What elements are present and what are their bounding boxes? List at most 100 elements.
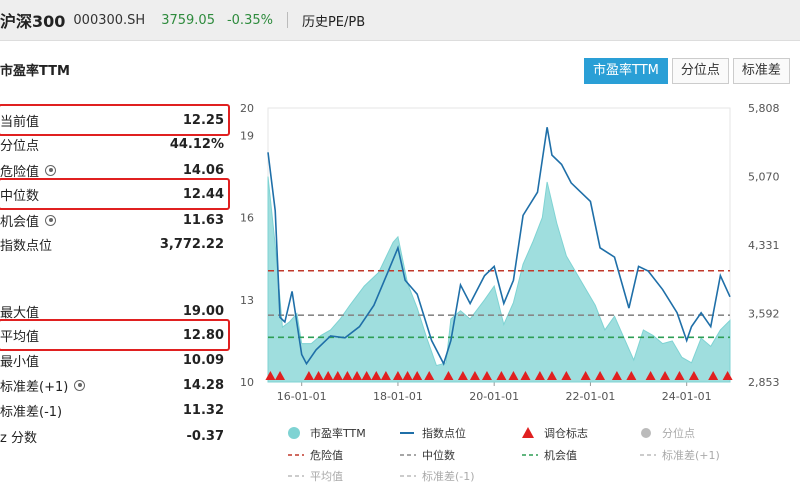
rebalance-marker [595, 371, 606, 380]
stat-label: z 分数 [0, 427, 37, 446]
stat-label: 分位点 [0, 135, 39, 154]
stat-value: 10.09 [182, 352, 224, 368]
legend-label: 调仓标志 [544, 426, 588, 440]
stat-label-text: 分位点 [0, 138, 40, 154]
y-right-tick-label: 5,808 [748, 102, 780, 115]
stat-label: 标准差(+1) [0, 376, 86, 395]
stat-label: 最小值 [0, 351, 39, 370]
rebalance-marker [708, 371, 719, 380]
stat-row: 指数点位 3,772.22 [0, 233, 228, 255]
rebalance-marker [412, 371, 423, 380]
rebalance-marker [424, 371, 435, 380]
y-left-tick-label: 10 [240, 376, 254, 389]
y-left-tick-label: 19 [240, 129, 254, 142]
highlight-box [0, 104, 230, 136]
stat-row: 标准差(-1) 11.32 [0, 399, 228, 421]
legend-swatch [522, 427, 534, 438]
tab-percentile[interactable]: 分位点 [671, 58, 729, 84]
rebalance-marker [265, 371, 276, 380]
highlight-box [0, 319, 230, 351]
y-left-tick-label: 16 [240, 212, 254, 225]
rebalance-marker [580, 371, 591, 380]
rebalance-marker [481, 371, 492, 380]
stat-label-text: 标准差(-1) [0, 404, 63, 420]
legend-label: 市盈率TTM [310, 426, 366, 440]
stat-row: 分位点 44.12% [0, 133, 228, 155]
stat-label-text: 危险值 [0, 164, 40, 180]
rebalance-marker [303, 371, 314, 380]
rebalance-marker [611, 371, 622, 380]
pe-ttm-area [267, 176, 731, 383]
stat-row: 机会值 11.63 [0, 209, 228, 231]
header-divider [286, 12, 288, 28]
y-left-tick-label: 13 [240, 294, 254, 307]
stat-row: z 分数 -0.37 [0, 425, 228, 447]
x-tick-label: 22-01-01 [565, 390, 615, 403]
stat-label: 平均值 [0, 326, 39, 345]
legend-label: 标准差(+1) [662, 448, 720, 462]
rebalance-marker [352, 371, 363, 380]
x-tick-label: 18-01-01 [373, 390, 423, 403]
legend-label: 标准差(-1) [422, 469, 475, 483]
stat-value: 19.00 [182, 303, 224, 319]
index-change: -0.35% [226, 12, 273, 28]
stat-value: 12.25 [182, 112, 224, 128]
index-price: 3759.05 [161, 12, 215, 28]
legend-label: 中位数 [422, 448, 455, 462]
stat-label: 机会值 [0, 211, 57, 230]
stat-value: 44.12% [169, 136, 224, 152]
rebalance-marker [561, 371, 572, 380]
tab-pe-ttm[interactable]: 市盈率TTM [584, 58, 668, 84]
rebalance-marker [645, 371, 656, 380]
stat-value: 14.28 [182, 377, 224, 393]
gear-icon[interactable] [74, 379, 86, 391]
metric-tabs: 市盈率TTM 分位点 标准差 [580, 58, 790, 84]
stat-label: 中位数 [0, 185, 39, 204]
stat-row: 危险值 14.06 [0, 159, 228, 181]
rebalance-marker [402, 371, 413, 380]
x-tick-label: 20-01-01 [469, 390, 519, 403]
rebalance-marker [520, 371, 531, 380]
y-right-tick-label: 2,853 [748, 376, 780, 389]
rebalance-marker [688, 371, 699, 380]
legend-label: 指数点位 [422, 426, 466, 440]
x-tick-label: 16-01-01 [277, 390, 327, 403]
stat-label: 当前值 [0, 111, 39, 130]
legend-label: 分位点 [662, 426, 695, 440]
rebalance-marker [534, 371, 545, 380]
stat-label-text: 机会值 [0, 214, 40, 230]
stat-row: 当前值 12.25 [0, 109, 228, 131]
rebalance-marker [371, 371, 382, 380]
rebalance-marker [660, 371, 671, 380]
rebalance-marker [508, 371, 519, 380]
x-tick-label: 24-01-01 [662, 390, 712, 403]
gear-icon[interactable] [45, 214, 57, 226]
rebalance-marker [496, 371, 507, 380]
rebalance-marker [626, 371, 637, 380]
rebalance-marker [323, 371, 334, 380]
rebalance-marker [342, 371, 353, 380]
stat-label-text: 最大值 [0, 305, 40, 321]
index-name: 沪深300 [0, 12, 66, 31]
stat-label: 标准差(-1) [0, 401, 62, 420]
stat-label-text: 平均值 [0, 329, 40, 345]
stat-label-text: 最小值 [0, 354, 40, 370]
rebalance-marker [392, 371, 403, 380]
legend-swatch [641, 428, 651, 438]
index-line [267, 127, 731, 366]
y-left-tick-label: 20 [240, 102, 254, 115]
y-right-tick-label: 5,070 [748, 170, 780, 183]
stat-label: 最大值 [0, 302, 39, 321]
highlight-box [0, 178, 230, 210]
stat-value: 12.44 [182, 186, 224, 202]
stat-label-text: 当前值 [0, 114, 40, 130]
gear-icon[interactable] [45, 164, 57, 176]
history-pe-pb-link[interactable]: 历史PE/PB [301, 14, 366, 30]
stat-value: -0.37 [186, 428, 224, 444]
section-title: 市盈率TTM [0, 64, 70, 79]
rebalance-marker [457, 371, 468, 380]
stat-label: 危险值 [0, 161, 57, 180]
rebalance-marker [546, 371, 557, 380]
tab-std-dev[interactable]: 标准差 [732, 58, 790, 84]
rebalance-marker [332, 371, 343, 380]
